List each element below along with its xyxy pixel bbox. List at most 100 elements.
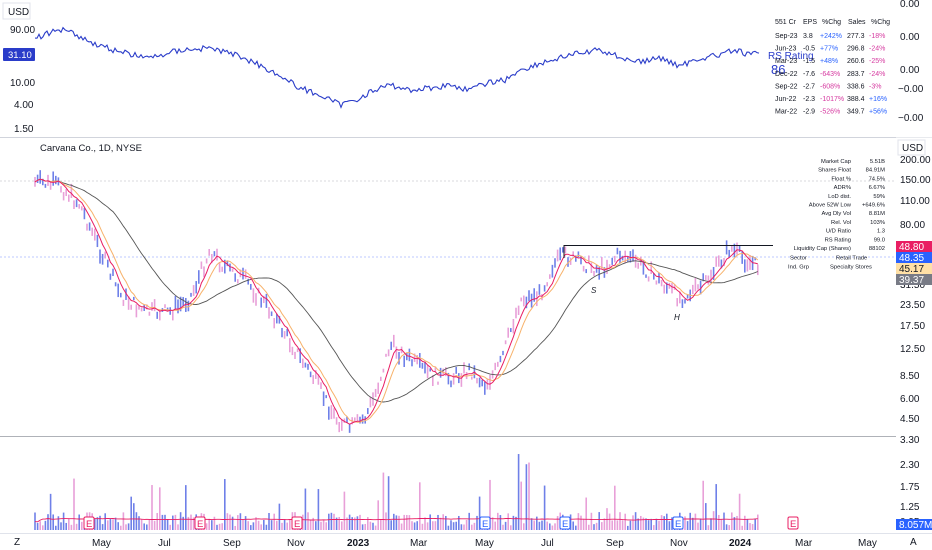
price-candle: [91, 227, 93, 236]
rs-currency-label[interactable]: USD: [8, 7, 29, 18]
earnings-quarter: Mar-22: [775, 109, 797, 116]
time-axis[interactable]: Z A May Jul Sep Nov 2023 Mar May Jul Sep Nov 2024 M…: [0, 533, 932, 550]
price-candle: [421, 362, 424, 369]
volume-bar: [125, 524, 127, 530]
price-candle: [335, 417, 338, 425]
volume-bar: [398, 515, 400, 530]
price-candle: [247, 278, 249, 285]
fundamental-label: Shares Float: [818, 168, 851, 174]
price-candle: [244, 269, 247, 279]
volume-bar: [512, 515, 515, 530]
earnings-badge-label: E: [482, 519, 488, 530]
fundamental-value: 84.91M: [866, 168, 886, 174]
price-candle: [497, 361, 499, 367]
volume-bar: [387, 476, 390, 530]
volume-bar: [413, 522, 416, 530]
price-candle: [226, 261, 229, 267]
volume-bar: [234, 525, 236, 530]
price-candle: [712, 266, 715, 280]
price-candle: [705, 275, 707, 280]
volume-bar: [452, 522, 455, 530]
volume-bar: [668, 521, 671, 530]
price-candle: [380, 376, 382, 381]
price-candle: [523, 295, 525, 307]
industry-value: Specialty Stores: [830, 265, 872, 271]
price-candle: [432, 375, 434, 387]
volume-bar: [315, 521, 317, 530]
price-candle: [211, 254, 213, 264]
price-candle: [424, 361, 426, 374]
axis-corner-left[interactable]: Z: [14, 537, 20, 548]
earnings-eps-change: +242%: [820, 33, 842, 40]
volume-bar: [473, 522, 476, 530]
price-candle: [205, 258, 208, 264]
earnings-header: Sales: [848, 19, 866, 26]
earnings-badge-icon: [194, 516, 206, 530]
price-candle: [81, 206, 83, 211]
price-candle: [731, 245, 733, 252]
volume-bar: [169, 524, 171, 530]
volume-bar: [728, 525, 730, 530]
price-panel[interactable]: Carvana Co., 1D, NYSE S H E E E E E E E Market…: [0, 143, 896, 530]
price-candle: [44, 183, 47, 188]
volume-bar: [476, 515, 478, 530]
volume-bar: [302, 514, 304, 530]
price-candle: [348, 423, 351, 433]
price-candle: [138, 306, 140, 310]
volume-bar: [255, 517, 257, 530]
rs-line: [34, 26, 760, 109]
volume-bar: [686, 521, 689, 530]
price-candle: [289, 338, 291, 353]
volume-bar: [543, 485, 546, 530]
volume-bar: [533, 520, 535, 530]
volume-bar: [283, 519, 286, 530]
volume-bar: [172, 515, 174, 530]
price-candle: [94, 228, 96, 241]
volume-bar: [117, 522, 119, 530]
price-scale[interactable]: USD 200.00150.00110.0080.0060.0045.0031.…: [896, 137, 932, 535]
axis-corner-right[interactable]: A: [910, 537, 917, 548]
fundamental-label: U/D Ratio: [826, 229, 851, 235]
price-candle: [564, 246, 567, 254]
earnings-sales-change: -18%: [869, 33, 885, 40]
volume-bar: [104, 513, 106, 530]
volume-bar: [491, 517, 494, 530]
price-candle: [471, 376, 473, 380]
price-candle: [736, 242, 738, 255]
volume-bar: [736, 515, 738, 530]
volume-bar: [655, 518, 658, 530]
price-candle: [416, 355, 418, 365]
price-candle: [598, 267, 600, 280]
price-candle: [333, 408, 335, 419]
volume-bar: [720, 519, 723, 530]
volume-bar: [416, 521, 418, 530]
price-currency-label[interactable]: USD: [902, 143, 923, 154]
price-candle: [707, 275, 710, 285]
volume-bar: [502, 524, 504, 530]
earnings-quarter: Mar-23: [775, 58, 797, 65]
price-candle: [322, 391, 325, 406]
volume-bar: [689, 512, 691, 530]
volume-bar: [585, 497, 587, 530]
rs-scale-label: 90.00: [10, 25, 35, 36]
volume-bar: [44, 520, 47, 530]
volume-bar: [216, 524, 218, 530]
price-candle: [367, 408, 369, 415]
resistance-line[interactable]: [563, 245, 773, 259]
price-candle: [122, 299, 125, 306]
volume-bar: [658, 520, 660, 530]
rs-line-panel[interactable]: USD 90.00 31.10 10.00 4.00 1.50 RS Ratin…: [0, 0, 932, 138]
price-scale-label: 80.00: [900, 220, 925, 231]
price-candle: [221, 266, 223, 272]
price-candle: [692, 284, 694, 295]
volume-bar: [281, 522, 283, 530]
volume-bar: [257, 520, 260, 530]
price-candle: [624, 250, 626, 264]
price-candle: [608, 264, 611, 268]
price-candle: [478, 377, 481, 388]
volume-bar: [744, 515, 746, 530]
earnings-sales-change: +16%: [869, 96, 887, 103]
price-candle: [195, 281, 197, 294]
